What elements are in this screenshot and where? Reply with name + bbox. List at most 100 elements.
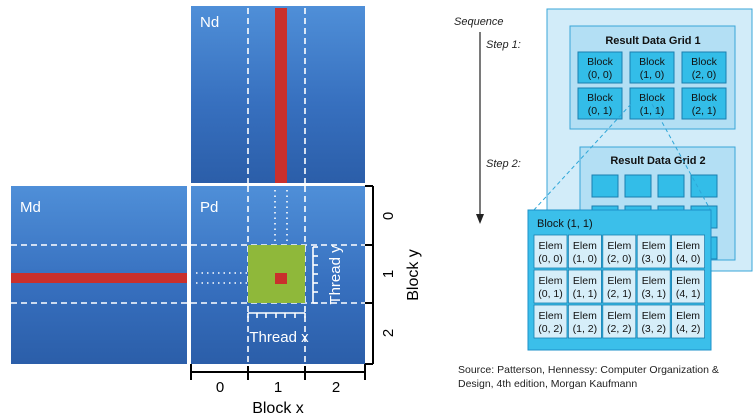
elem-index: (0, 1) [538,288,563,300]
elem-label: Elem [539,310,563,322]
block-x-axis [190,364,366,380]
elem-label: Elem [539,240,563,252]
elem-cell [636,269,671,304]
elem-index: (4, 2) [676,323,701,335]
elem-cell [568,234,602,269]
elem-cell [602,269,637,304]
md-row-highlight [11,273,187,283]
elem-index: (1, 2) [573,323,598,335]
elem-label: Elem [642,310,666,322]
elem-index: (2, 0) [607,253,632,265]
block-detail-title: Block (1, 1) [537,218,593,230]
elem-index: (3, 0) [641,253,666,265]
elem-cell [602,234,637,269]
elem-label: Elem [607,240,631,252]
nd-label: Nd [200,14,220,31]
grid2-block [591,174,619,198]
elem-label: Elem [642,240,666,252]
elem-label: Elem [573,240,597,252]
grid1-block-label: Block [639,92,665,104]
grid1-block-label: Block [691,92,717,104]
elem-cell [636,234,671,269]
block-x-tick-2: 2 [332,379,340,396]
elem-cell [671,304,705,339]
block-x-tick-1: 1 [274,379,282,396]
nd-column-highlight [275,8,287,183]
elem-cell [671,269,705,304]
grid1-blocks: Block(0, 0)Block(1, 0)Block(2, 0)Block(0… [577,51,727,120]
grid2-block [657,174,685,198]
thread-x-label: Thread x [249,329,309,346]
elem-cell [636,304,671,339]
grid1-block-index: (1, 0) [640,69,665,81]
block-y-tick-1: 1 [380,270,397,278]
sequence-arrow-head [476,214,484,224]
elem-label: Elem [676,275,700,287]
grid1-block-label: Block [639,56,665,68]
grid1-block [577,87,623,120]
elem-index: (4, 0) [676,253,701,265]
step2-label: Step 2: [486,158,521,170]
elem-index: (0, 0) [538,253,563,265]
grid2-block [624,174,652,198]
grid2-block [690,174,718,198]
elem-label: Elem [573,310,597,322]
block-y-axis [365,185,374,365]
block-x-tick-0: 0 [216,379,224,396]
elem-label: Elem [573,275,597,287]
grid1-block-label: Block [691,56,717,68]
elem-cell [568,304,602,339]
step1-label: Step 1: [486,39,521,51]
elem-label: Elem [607,310,631,322]
grid1-block [577,51,623,84]
elem-index: (2, 1) [607,288,632,300]
elem-index: (1, 0) [573,253,598,265]
elem-index: (3, 1) [641,288,666,300]
elem-label: Elem [676,240,700,252]
sequence-label: Sequence [454,16,504,28]
zoom-connector [532,103,632,212]
grid1-block-index: (2, 0) [692,69,717,81]
elem-label: Elem [607,275,631,287]
block-x-label: Block x [252,400,304,417]
elem-cell [533,304,568,339]
source-caption: Source: Patterson, Hennessy: Computer Or… [458,364,719,390]
grid1-block-index: (0, 0) [588,69,613,81]
grid1-block-label: Block [587,92,613,104]
elem-label: Elem [676,310,700,322]
grid1-block-index: (2, 1) [692,105,717,117]
elem-index: (2, 2) [607,323,632,335]
elem-index: (0, 2) [538,323,563,335]
elem-label: Elem [642,275,666,287]
md-label: Md [20,199,41,216]
block-y-label: Block y [405,249,422,301]
block-y-tick-0: 0 [380,212,397,220]
grid1-block-label: Block [587,56,613,68]
elem-index: (3, 2) [641,323,666,335]
pd-label: Pd [200,199,219,216]
thread-y-label: Thread y [327,245,344,305]
elem-cell [568,269,602,304]
grid1-block [681,87,727,120]
grid1-title: Result Data Grid 1 [605,35,700,47]
thread-x-ruler [247,312,306,318]
zoom-connector [651,103,712,212]
grid2-title: Result Data Grid 2 [610,155,705,167]
thread-y-ruler [312,246,318,304]
grid1-block [681,51,727,84]
elem-cell [533,234,568,269]
grid1-block [629,51,675,84]
grid1-block-index: (1, 1) [640,105,665,117]
elem-cell [533,269,568,304]
elem-cell [602,304,637,339]
block-y-tick-2: 2 [380,329,397,337]
pd-element-red [275,273,287,284]
grid1-block [629,87,675,120]
elem-index: (1, 1) [573,288,598,300]
elem-cell [671,234,705,269]
elem-index: (4, 1) [676,288,701,300]
elem-label: Elem [539,275,563,287]
elem-cells: Elem(0, 0)Elem(1, 0)Elem(2, 0)Elem(3, 0)… [533,234,705,339]
